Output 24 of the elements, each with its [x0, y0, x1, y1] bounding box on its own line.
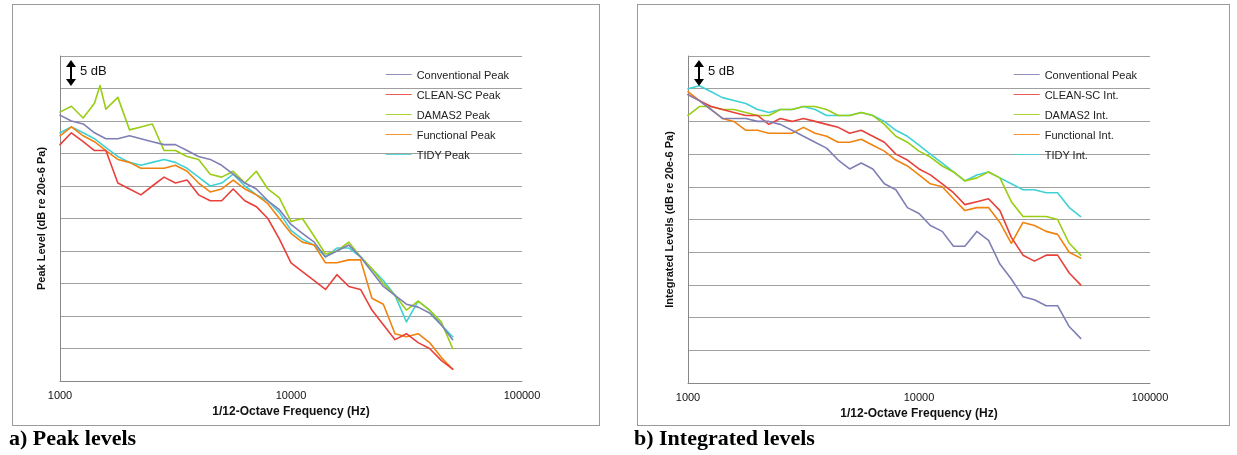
text: 5 dB: [708, 63, 735, 78]
legend-label: TIDY Peak: [416, 148, 471, 161]
x-axis-title: 1/12-Octave Frequency (Hz): [840, 405, 998, 420]
x-tick-label: 1000: [675, 390, 701, 403]
legend-label: Functional Peak: [416, 128, 497, 141]
text: b) Integrated levels: [634, 424, 816, 450]
text: 5 dB: [80, 63, 107, 78]
y-axis-title: Integrated Levels (dB re 20e-6 Pa): [662, 130, 675, 308]
x-tick-label: 100000: [503, 388, 541, 401]
legend-label: Conventional Peak: [1044, 68, 1138, 81]
legend-label: CLEAN-SC Peak: [416, 88, 501, 101]
legend-label: Functional Int.: [1044, 128, 1114, 141]
legend-label: DAMAS2 Int.: [1044, 108, 1109, 121]
y-axis-title: Peak Level (dB re 20e-6 Pa): [34, 146, 47, 291]
x-tick-label: 100000: [1131, 390, 1169, 403]
text: a) Peak levels: [9, 424, 137, 450]
x-tick-label: 10000: [903, 390, 935, 403]
x-axis-title: 1/12-Octave Frequency (Hz): [212, 403, 370, 418]
legend-label: CLEAN-SC Int.: [1044, 88, 1119, 101]
x-tick-label: 10000: [275, 388, 307, 401]
legend-label: TIDY Int.: [1044, 148, 1088, 161]
legend-label: DAMAS2 Peak: [416, 108, 491, 121]
x-tick-label: 1000: [47, 388, 73, 401]
legend-label: Conventional Peak: [416, 68, 510, 81]
